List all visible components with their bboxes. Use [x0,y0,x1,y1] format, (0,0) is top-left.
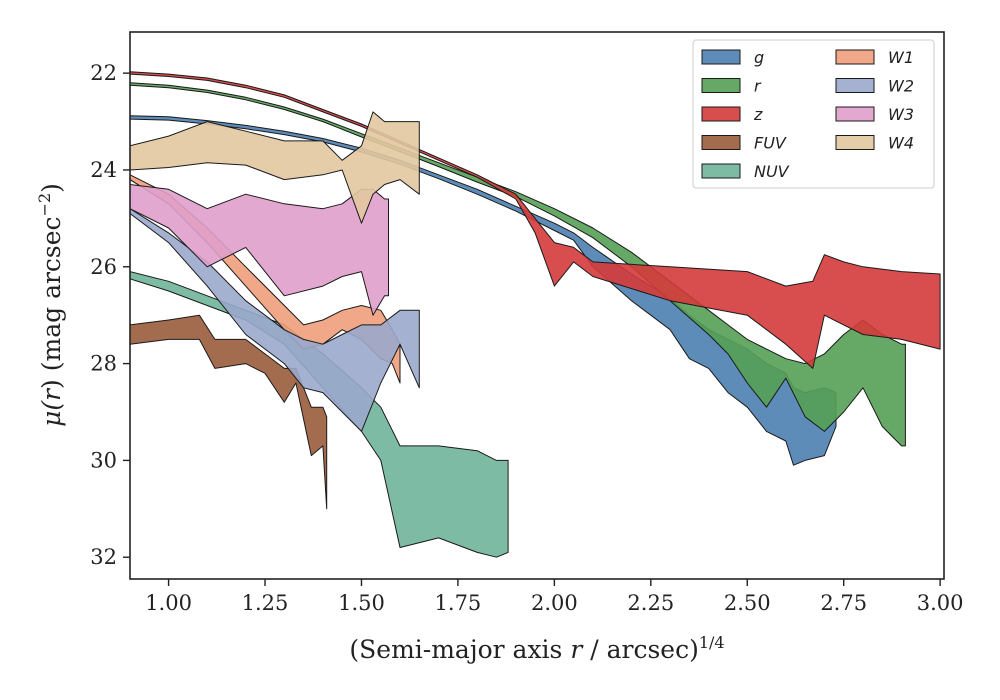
y-tick-label: 24 [90,158,117,182]
legend-swatch-w2 [835,78,875,93]
legend-swatch-fuv [701,135,741,150]
band-fuv [130,314,328,510]
band-w3 [130,184,389,316]
x-axis-ticks: 1.00 1.25 1.50 1.75 2.00 2.25 2.50 2.75 3.00 [145,579,964,615]
y-tick-label: 32 [90,545,117,569]
band-g [130,115,837,466]
y-tick-label: 28 [90,352,117,376]
legend-label-w3: W3 [888,105,914,124]
y-tick-label: 26 [90,255,117,279]
y-axis-label: μ(r) (mag arcsec−2) [35,183,66,427]
x-tick-label: 1.25 [242,591,289,615]
x-tick-label: 3.00 [917,591,964,615]
legend-label-fuv: FUV [754,134,787,153]
x-axis-label: (Semi-major axis r / arcsec)1/4 [349,633,724,664]
x-tick-label: 1.75 [435,591,482,615]
legend-swatch-w3 [835,106,875,122]
y-tick-label: 22 [90,61,117,85]
profile-bands [130,71,941,558]
legend-swatch-r [701,78,741,93]
x-tick-label: 1.00 [145,591,192,615]
y-axis-ticks: 22 24 26 28 30 32 [90,61,130,569]
legend-label-g: g [754,48,764,67]
plot-frame [129,31,945,580]
x-tick-label: 2.50 [724,591,771,615]
legend-box [692,39,935,189]
band-w4 [130,111,420,224]
legend-label-w4: W4 [888,134,914,153]
legend-label-nuv: NUV [754,162,790,181]
legend-swatch-w1 [835,49,875,65]
legend-label-w1: W1 [888,48,914,67]
x-tick-label: 2.00 [531,591,578,615]
legend-swatch-nuv [701,163,741,179]
legend-swatch-g [701,49,741,65]
legend-swatch-w4 [835,135,875,150]
legend-label-r: r [754,77,762,96]
x-tick-label: 2.75 [820,591,867,615]
legend: grz FUV NUV W1 W2 W3 W4 [692,39,935,189]
legend-label-w2: W2 [888,77,914,96]
x-tick-label: 2.25 [627,591,674,615]
legend-swatch-z [701,106,741,122]
band-w2 [130,208,420,432]
x-tick-label: 1.50 [338,591,385,615]
legend-label-z: z [753,105,763,124]
y-tick-label: 30 [90,448,117,472]
